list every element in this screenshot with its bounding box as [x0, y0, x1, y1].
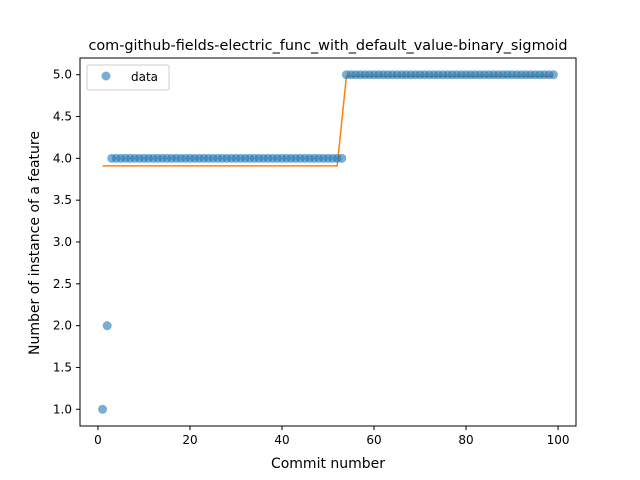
y-axis-title: Number of instance of a feature — [27, 131, 43, 355]
legend-box — [86, 64, 170, 91]
fit-line — [102, 75, 554, 167]
plot-frame — [79, 57, 577, 427]
y-tick-label: 2.0 — [53, 319, 72, 333]
data-point — [548, 70, 558, 80]
legend-label-data: data — [131, 70, 158, 84]
y-tick-label: 4.0 — [53, 151, 72, 165]
legend: data — [86, 64, 170, 91]
chart-title: com-github-fields-electric_func_with_def… — [88, 38, 567, 54]
x-axis-title: Commit number — [271, 456, 385, 472]
y-tick-label: 5.0 — [53, 68, 72, 82]
data-point — [337, 153, 347, 163]
x-tick-label: 40 — [274, 433, 289, 447]
plot-area: 0 20 40 60 80 100 1.0 1.5 2.0 2.5 3.0 3.5 4.0 4.5 5.0 — [53, 57, 577, 447]
x-tick-label: 80 — [458, 433, 473, 447]
data-point — [98, 404, 108, 414]
legend-marker-data — [101, 71, 111, 81]
x-tick-label: 20 — [182, 433, 197, 447]
y-tick-label: 1.0 — [53, 402, 72, 416]
x-tick-label: 0 — [94, 433, 102, 447]
y-tick-label: 1.5 — [53, 360, 72, 374]
x-tick-label: 60 — [366, 433, 381, 447]
y-tick-label: 3.0 — [53, 235, 72, 249]
data-point — [102, 321, 112, 331]
x-tick-label: 100 — [547, 433, 570, 447]
y-tick-label: 2.5 — [53, 277, 72, 291]
y-tick-label: 4.5 — [53, 110, 72, 124]
y-tick-label: 3.5 — [53, 193, 72, 207]
